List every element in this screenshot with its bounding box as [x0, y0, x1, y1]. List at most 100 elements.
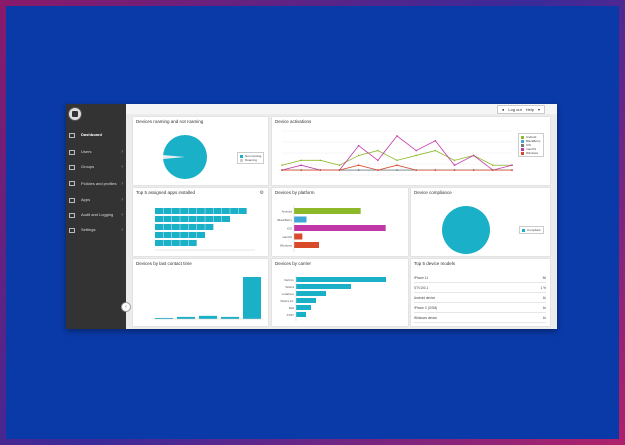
bar[interactable]	[296, 305, 311, 310]
data-point[interactable]	[357, 169, 360, 171]
table-row[interactable]: iPhone X (GSM) 1k	[414, 303, 546, 313]
panel-title: Devices by carrier	[275, 261, 312, 266]
category-label: Bell	[289, 306, 294, 310]
collapse-sidebar-button[interactable]: ‹	[121, 302, 131, 312]
legend: Compliant	[519, 226, 544, 234]
data-point[interactable]	[357, 164, 360, 167]
data-point[interactable]	[453, 164, 456, 167]
model-count: 36	[542, 275, 546, 280]
data-point[interactable]	[300, 159, 302, 162]
legend-item: BlackBerry	[526, 139, 541, 143]
legend-item: Roaming	[245, 158, 258, 162]
category-label: AT&T	[287, 313, 295, 317]
bar[interactable]	[243, 277, 261, 319]
data-point[interactable]	[415, 149, 417, 152]
data-point[interactable]	[434, 149, 437, 152]
users-icon	[69, 149, 75, 155]
data-point[interactable]	[281, 169, 283, 171]
table-row[interactable]: Android device 1k	[414, 293, 546, 303]
sidebar-item-groups[interactable]: Groups ›	[66, 161, 126, 173]
logout-link[interactable]: Log out	[508, 107, 522, 112]
app-window: Dashboard Users › Groups › Policies and …	[66, 104, 557, 329]
bar[interactable]	[294, 233, 303, 240]
data-point[interactable]	[300, 164, 302, 167]
contact-bar-chart	[153, 277, 263, 320]
sidebar-item-dashboard[interactable]: Dashboard	[66, 129, 126, 141]
data-point[interactable]	[511, 169, 513, 171]
data-point[interactable]	[300, 169, 302, 171]
data-point[interactable]	[492, 164, 494, 167]
sidebar-item-label: Apps	[81, 197, 91, 202]
bar[interactable]	[199, 315, 217, 319]
chevron-right-icon: ›	[121, 197, 123, 203]
data-point[interactable]	[338, 169, 341, 171]
bar[interactable]	[296, 284, 351, 289]
bar[interactable]	[294, 208, 361, 214]
pie-slice-roaming[interactable]	[162, 155, 185, 159]
sidebar-item-label: Users	[81, 149, 92, 154]
settings-icon[interactable]: ⚙	[259, 190, 264, 196]
data-point[interactable]	[415, 154, 417, 157]
bar[interactable]	[155, 208, 247, 214]
data-point[interactable]	[319, 159, 322, 162]
carrier-bar-chart: Verizon Telstra vodafone Telstra Int. Bell AT…	[280, 275, 386, 321]
bar[interactable]	[155, 317, 173, 319]
data-point[interactable]	[453, 169, 456, 171]
bar[interactable]	[177, 316, 195, 319]
user-icon: ●	[501, 107, 505, 112]
sidebar-item-apps[interactable]: Apps ›	[66, 194, 126, 206]
bar[interactable]	[296, 312, 306, 317]
chevron-right-icon: ›	[121, 212, 123, 218]
sidebar-item-settings[interactable]: Settings ›	[66, 224, 126, 236]
table-row[interactable]: STV100-1 1 %	[414, 283, 546, 293]
legend-item: iOS	[526, 143, 532, 147]
apps-icon	[69, 197, 75, 203]
data-point[interactable]	[338, 164, 341, 167]
bar[interactable]	[294, 225, 386, 231]
pie-slice-compliant[interactable]	[442, 206, 490, 254]
bar[interactable]	[155, 240, 197, 246]
bar[interactable]	[294, 216, 307, 223]
panel-title: Devices by platform	[275, 190, 315, 195]
bar[interactable]	[294, 242, 319, 248]
bar[interactable]	[296, 298, 316, 303]
bar[interactable]	[296, 291, 326, 296]
bar[interactable]	[155, 216, 230, 222]
data-point[interactable]	[415, 169, 417, 171]
panel-carrier: Devices by carrier Verizon Telstra vodafon…	[272, 259, 408, 326]
data-point[interactable]	[396, 164, 398, 167]
panel-title: Top 5 assigned apps installed	[136, 190, 196, 195]
data-point[interactable]	[472, 154, 475, 157]
data-point[interactable]	[396, 169, 398, 171]
bar[interactable]	[296, 277, 386, 282]
data-point[interactable]	[434, 169, 437, 171]
panel-activations: Device activations Android BlackBerry iO…	[272, 117, 550, 185]
model-count: 1 %	[540, 285, 547, 290]
sidebar-item-audit[interactable]: Audit and Logging ›	[66, 209, 126, 221]
data-point[interactable]	[377, 149, 379, 152]
bar[interactable]	[221, 316, 239, 319]
logo-icon[interactable]	[68, 107, 82, 121]
data-point[interactable]	[434, 139, 437, 142]
table-row[interactable]: Windows device 1k	[414, 313, 546, 323]
data-point[interactable]	[281, 164, 283, 167]
sidebar-item-policies[interactable]: Policies and profiles ›	[66, 176, 126, 191]
data-point[interactable]	[472, 169, 475, 171]
data-point[interactable]	[319, 169, 322, 171]
bar[interactable]	[155, 224, 214, 230]
help-link[interactable]: Help	[525, 107, 534, 112]
account-menu[interactable]: ● Log out Help ▾	[496, 105, 545, 114]
data-point[interactable]	[377, 169, 379, 171]
data-point[interactable]	[396, 159, 398, 162]
data-point[interactable]	[357, 144, 360, 147]
data-point[interactable]	[396, 135, 398, 137]
activations-line-chart	[281, 130, 513, 176]
table-row[interactable]: iPhone 11 36	[414, 273, 546, 283]
data-point[interactable]	[453, 159, 456, 162]
data-point[interactable]	[511, 164, 513, 167]
data-point[interactable]	[377, 159, 379, 162]
data-point[interactable]	[492, 169, 494, 171]
sidebar-item-users[interactable]: Users ›	[66, 146, 126, 158]
data-point[interactable]	[357, 154, 360, 157]
model-name: iPhone X (GSM)	[414, 305, 438, 310]
